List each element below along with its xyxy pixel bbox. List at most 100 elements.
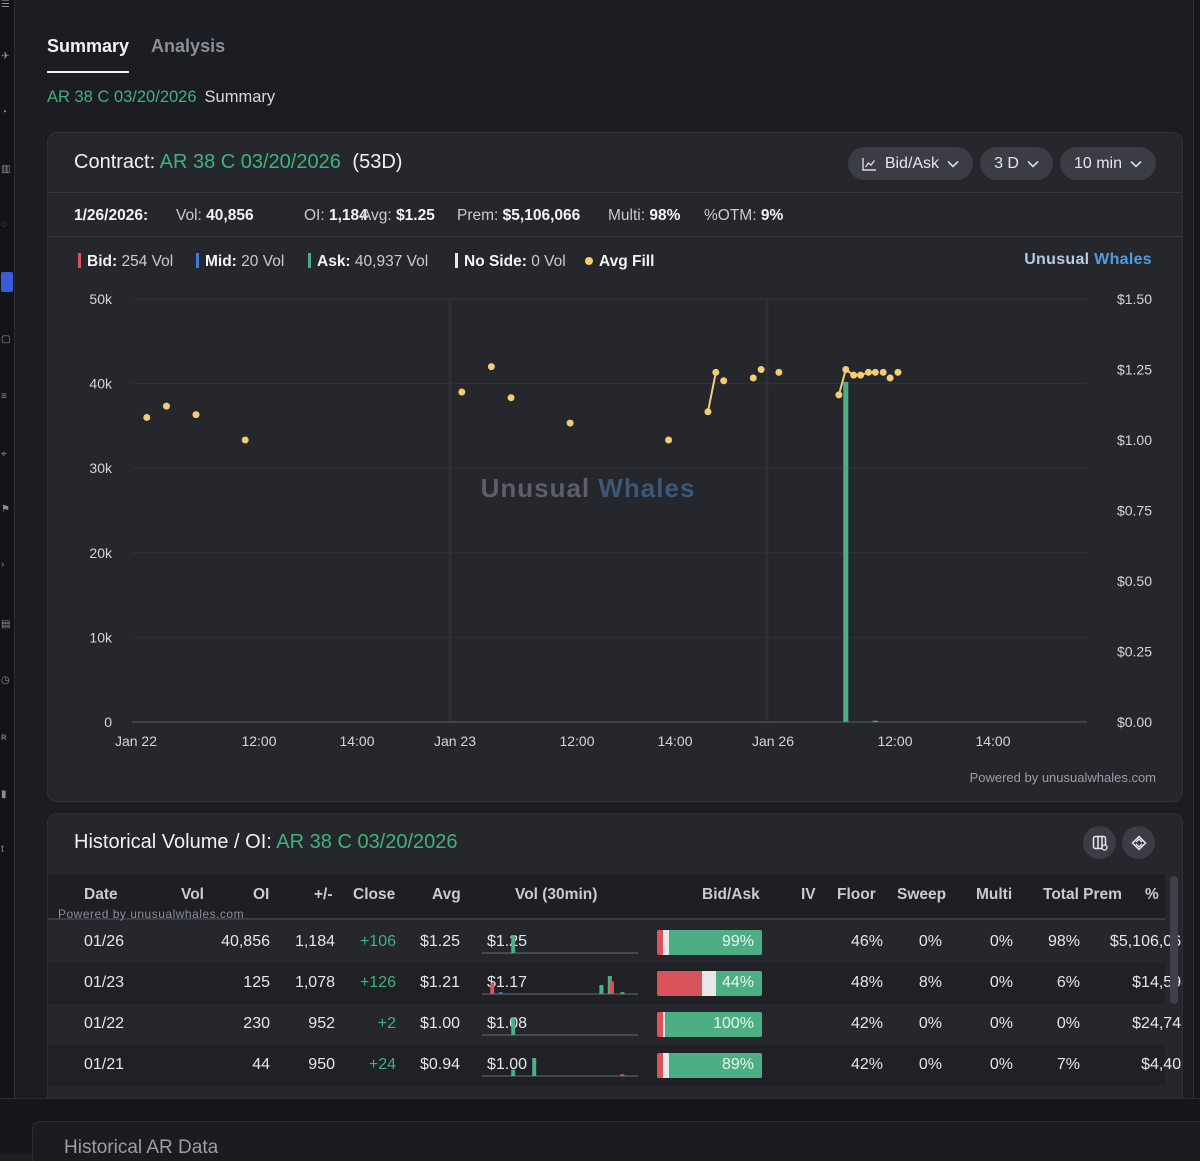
cell-close: $0.94 [419,1056,460,1073]
historical-volume-card: Historical Volume / OI: AR 38 C 03/20/20… [47,813,1183,1103]
history-table-header: Date Vol OI +/- Close Avg Vol (30min) Bi… [48,874,1165,921]
y-right-tick-label: $1.50 [1117,291,1152,307]
table-row[interactable]: 01/21 44 950 +24 $0.94 $1.00 42% 0% 0% 7% $4,407 89… [48,1045,1182,1086]
avg-fill-point [775,368,783,376]
tab-summary[interactable]: Summary [47,36,130,73]
table-row[interactable]: 01/26 40,856 1,184 +106 $1.25 $1.25 46% 0% 0% 98%… [48,922,1182,963]
range-dropdown[interactable]: 3 D [980,147,1053,180]
user-icon[interactable]: ʀ [1,732,7,743]
powered-by: Powered by unusualwhales.com [969,770,1156,785]
avg-fill-point [720,377,728,385]
list-icon[interactable]: ≡ [1,391,7,402]
vol-30min-sparkline [482,1017,638,1036]
avg-fill-point [835,391,843,399]
calendar-icon[interactable]: ▢ [1,334,11,345]
col-iv[interactable]: IV [801,886,816,903]
columns-icon [1092,835,1108,851]
avg-fill-point [894,368,902,376]
cell-avg: $1.17 [486,974,527,991]
x-tick-label: 12:00 [877,733,912,749]
mode-dropdown[interactable]: Bid/Ask [847,147,974,180]
legend-avgfill[interactable]: Avg Fill [585,253,654,271]
code-icon[interactable]: › [1,559,5,570]
avg-fill-point [886,374,894,382]
sparkline-bar [490,983,495,994]
legend-ask[interactable]: Ask: 40,937 Vol [308,253,428,271]
menu-icon[interactable]: ☰ [1,0,10,10]
stats-multi: Multi: 98% [608,207,681,224]
col-sweep[interactable]: Sweep [897,886,947,903]
col-multi[interactable]: Multi [976,886,1013,903]
cell-multi: 7% [1056,1056,1080,1073]
expand-button[interactable] [1122,826,1155,859]
cell-floor: 0% [918,1056,942,1073]
chevron-down-icon [1027,160,1039,168]
flag-icon[interactable]: ⚑ [1,504,10,515]
legend-noside[interactable]: No Side: 0 Vol [455,253,566,271]
bookmark-icon[interactable]: ▮ [1,789,7,800]
y-left-tick-label: 50k [89,291,113,307]
ask-segment [668,930,762,955]
interval-value: 10 min [1073,154,1122,172]
avg-fill-point [850,371,858,379]
flame-icon[interactable]: ◔ [1,107,8,118]
col-vol[interactable]: Vol [181,886,204,903]
cell-chg: +24 [368,1056,396,1073]
table-row[interactable]: 01/22 230 952 +2 $1.00 $1.08 42% 0% 0% 0% $24,745 1… [48,1004,1182,1045]
pin-icon[interactable]: ⌖ [1,449,7,460]
alert-icon[interactable]: t [1,844,4,855]
col-avg[interactable]: Avg [432,886,461,903]
columns-button[interactable] [1083,826,1116,859]
contract-symbol: AR 38 C 03/20/2026 [159,151,341,173]
building-icon[interactable]: ▥ [1,164,11,175]
y-right-tick-label: $1.25 [1117,362,1152,378]
cell-prem: $24,745 [1132,1015,1182,1032]
tab-analysis[interactable]: Analysis [151,36,226,56]
contract-label: Contract: [74,151,156,173]
globe-icon[interactable]: ◌ [1,219,7,230]
col-change[interactable]: +/- [314,886,333,903]
cell-iv: 42% [850,1056,883,1073]
interval-dropdown[interactable]: 10 min [1059,147,1156,180]
plane-icon[interactable]: ✈ [1,51,10,62]
breadcrumb-contract[interactable]: AR 38 C 03/20/2026 [47,88,197,106]
col-close[interactable]: Close [353,886,396,903]
table-scrollbar[interactable] [1170,876,1178,1004]
col-pct[interactable]: % [1145,886,1159,903]
sparkline-bar [511,935,516,953]
briefcase-icon[interactable]: ▤ [1,619,11,630]
sparkline-bar [620,992,625,994]
avg-fill-line [706,372,717,412]
cell-vol: 230 [243,1015,270,1032]
col-floor[interactable]: Floor [837,886,876,903]
cell-oi: 950 [308,1056,335,1073]
col-vol30[interactable]: Vol (30min) [515,886,598,903]
y-left-tick-label: 30k [89,460,113,476]
cell-date: 01/21 [84,1056,125,1073]
sparkline-bar [511,1017,516,1035]
col-date[interactable]: Date [84,886,118,903]
sparkline-bar [511,1069,516,1076]
y-right-tick-label: $0.75 [1117,503,1152,519]
vol-30min-sparkline [482,935,638,954]
avg-fill-point [162,402,170,410]
x-tick-label: 12:00 [559,733,594,749]
col-bidask[interactable]: Bid/Ask [702,886,760,903]
clock-icon[interactable]: ◷ [1,675,10,686]
bid-ask-bar: 99% [657,930,762,955]
sparkline-bar [498,992,503,994]
col-total-prem[interactable]: Total Prem [1043,886,1122,903]
mid-segment [663,1053,669,1078]
mode-value: Bid/Ask [884,154,940,172]
x-tick-label: 14:00 [339,733,374,749]
legend-mid[interactable]: Mid: 20 Vol [196,253,284,271]
table-row[interactable]: 01/23 125 1,078 +126 $1.21 $1.17 48% 8% 0% 6% $14,… [48,963,1182,1004]
legend-bid[interactable]: Bid: 254 Vol [78,253,173,271]
cell-iv: 42% [850,1015,883,1032]
cell-iv: 48% [850,974,883,991]
chart-icon[interactable] [1,272,13,292]
expand-icon [1130,834,1147,851]
cell-date: 01/23 [84,974,125,991]
bid-segment [657,930,664,955]
col-oi[interactable]: OI [253,886,270,903]
